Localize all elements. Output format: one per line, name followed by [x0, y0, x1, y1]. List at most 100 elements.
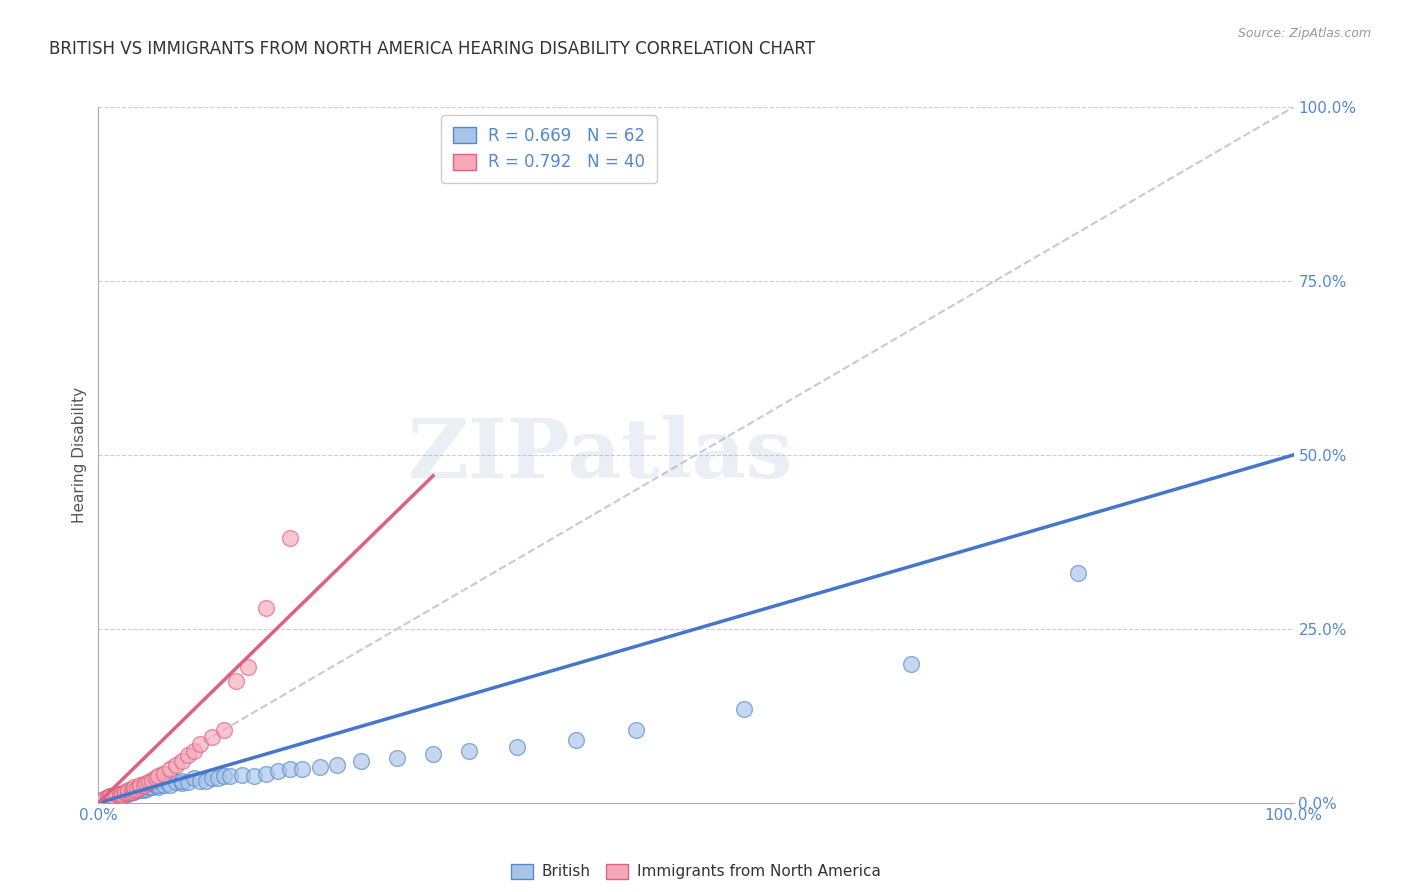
Point [156, 776, 179, 790]
Point [124, 783, 146, 797]
Point [153, 766, 176, 780]
Point [135, 781, 157, 796]
Point [172, 754, 194, 768]
Point [97, 790, 120, 805]
Point [458, 744, 481, 758]
Point [117, 786, 139, 800]
Point [145, 778, 167, 793]
Point [188, 737, 211, 751]
Point [124, 783, 146, 797]
Point [900, 657, 922, 671]
Point [93, 792, 115, 806]
Point [195, 773, 218, 788]
Point [188, 773, 211, 788]
Point [243, 769, 266, 783]
Point [254, 766, 277, 780]
Point [148, 778, 170, 793]
Point [183, 744, 205, 758]
Point [207, 772, 229, 786]
Point [114, 786, 136, 800]
Point [124, 780, 146, 795]
Point [212, 769, 235, 783]
Point [183, 772, 205, 786]
Point [111, 789, 134, 803]
Point [121, 785, 143, 799]
Point [105, 789, 128, 803]
Point [212, 723, 235, 737]
Point [101, 789, 124, 803]
Point [291, 763, 314, 777]
Point [201, 772, 224, 786]
Point [1067, 566, 1090, 581]
Point [278, 532, 301, 546]
Point [138, 780, 160, 795]
Point [165, 775, 187, 789]
Point [124, 785, 146, 799]
Point [135, 776, 157, 790]
Point [129, 780, 152, 795]
Point [105, 788, 128, 802]
Point [231, 768, 253, 782]
Text: BRITISH VS IMMIGRANTS FROM NORTH AMERICA HEARING DISABILITY CORRELATION CHART: BRITISH VS IMMIGRANTS FROM NORTH AMERICA… [49, 40, 815, 58]
Point [98, 790, 122, 805]
Point [132, 778, 155, 793]
Point [98, 789, 122, 803]
Point [98, 789, 122, 803]
Point [125, 783, 148, 797]
Point [121, 783, 143, 797]
Point [141, 773, 163, 788]
Point [506, 740, 529, 755]
Point [326, 757, 349, 772]
Text: Source: ZipAtlas.com: Source: ZipAtlas.com [1237, 27, 1371, 40]
Point [132, 780, 155, 795]
Point [98, 790, 122, 805]
Point [129, 781, 152, 796]
Point [97, 790, 120, 805]
Point [153, 778, 176, 793]
Point [114, 785, 136, 799]
Point [129, 778, 152, 793]
Point [308, 759, 330, 773]
Point [145, 772, 167, 786]
Point [125, 781, 148, 796]
Point [733, 702, 755, 716]
Point [177, 775, 200, 789]
Point [225, 674, 247, 689]
Point [117, 785, 139, 799]
Point [626, 723, 648, 737]
Point [121, 785, 143, 799]
Point [165, 757, 187, 772]
Point [422, 747, 444, 761]
Point [108, 789, 131, 803]
Point [111, 789, 134, 803]
Point [278, 763, 301, 777]
Text: ZIPatlas: ZIPatlas [408, 415, 793, 495]
Point [114, 785, 136, 799]
Point [117, 788, 139, 802]
Legend: British, Immigrants from North America: British, Immigrants from North America [505, 858, 887, 886]
Point [114, 788, 136, 802]
Point [201, 730, 224, 744]
Point [148, 780, 170, 795]
Point [101, 789, 124, 803]
Point [108, 789, 131, 803]
Point [93, 792, 115, 806]
Point [129, 783, 152, 797]
Point [565, 733, 588, 747]
Point [148, 769, 170, 783]
Point [108, 788, 131, 802]
Point [350, 754, 373, 768]
Point [108, 788, 131, 802]
Point [117, 785, 139, 799]
Point [219, 769, 242, 783]
Point [159, 763, 181, 777]
Point [236, 660, 259, 674]
Point [111, 788, 134, 802]
Point [385, 750, 409, 764]
Point [117, 783, 139, 797]
Point [267, 764, 290, 779]
Point [138, 775, 160, 789]
Point [177, 748, 200, 763]
Point [172, 776, 194, 790]
Point [254, 601, 277, 615]
